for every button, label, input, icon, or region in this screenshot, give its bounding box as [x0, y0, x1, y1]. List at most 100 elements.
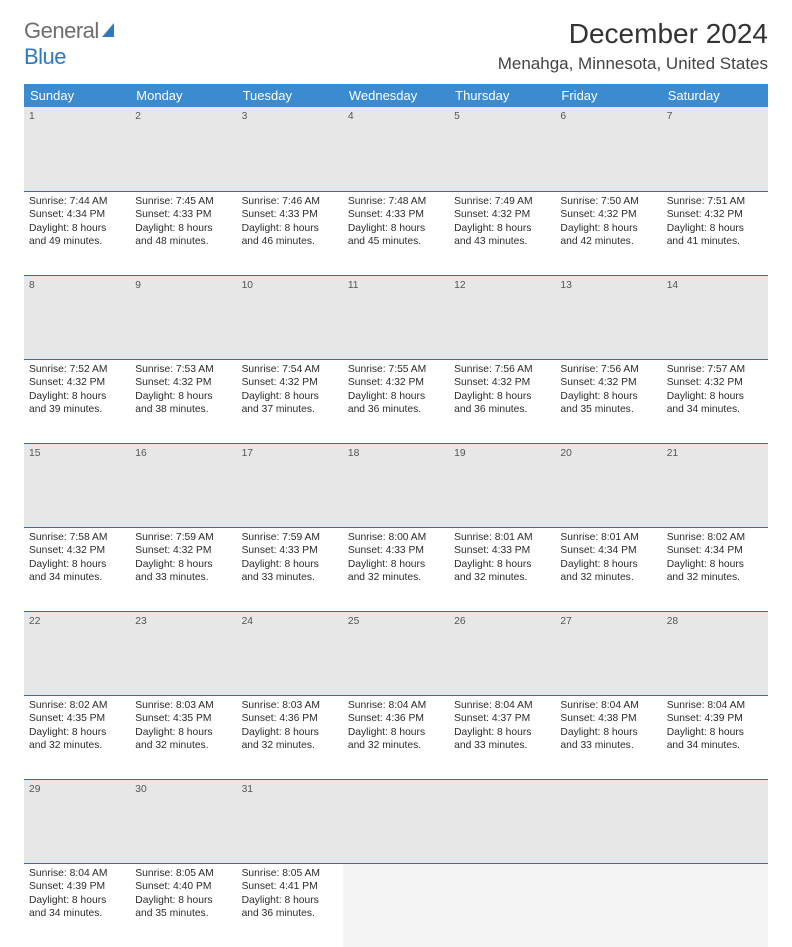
weekday-header: Tuesday — [237, 84, 343, 107]
day2-text: and 32 minutes. — [29, 739, 125, 753]
day1-text: Daylight: 8 hours — [667, 390, 763, 404]
sunset-text: Sunset: 4:32 PM — [135, 544, 231, 558]
day-detail-cell: Sunrise: 7:50 AMSunset: 4:32 PMDaylight:… — [555, 191, 661, 275]
day-detail-cell: Sunrise: 8:02 AMSunset: 4:34 PMDaylight:… — [662, 527, 768, 611]
day-detail-cell — [662, 863, 768, 947]
day1-text: Daylight: 8 hours — [242, 558, 338, 572]
day-number-cell: 4 — [343, 107, 449, 191]
day1-text: Daylight: 8 hours — [135, 726, 231, 740]
day2-text: and 41 minutes. — [667, 235, 763, 249]
sunset-text: Sunset: 4:32 PM — [242, 376, 338, 390]
day2-text: and 35 minutes. — [560, 403, 656, 417]
day2-text: and 33 minutes. — [135, 571, 231, 585]
sunrise-text: Sunrise: 7:52 AM — [29, 363, 125, 377]
sunset-text: Sunset: 4:32 PM — [29, 376, 125, 390]
sunrise-text: Sunrise: 8:03 AM — [242, 699, 338, 713]
sunset-text: Sunset: 4:33 PM — [242, 544, 338, 558]
weekday-header: Saturday — [662, 84, 768, 107]
day2-text: and 35 minutes. — [135, 907, 231, 921]
day-number-cell: 21 — [662, 443, 768, 527]
day2-text: and 32 minutes. — [667, 571, 763, 585]
day-number-row: 1234567 — [24, 107, 768, 191]
day-detail-cell — [555, 863, 661, 947]
sunrise-text: Sunrise: 8:03 AM — [135, 699, 231, 713]
day-number-cell: 23 — [130, 611, 236, 695]
day-number-cell: 20 — [555, 443, 661, 527]
day2-text: and 39 minutes. — [29, 403, 125, 417]
sunrise-text: Sunrise: 7:57 AM — [667, 363, 763, 377]
sunset-text: Sunset: 4:32 PM — [667, 208, 763, 222]
day-number-cell: 11 — [343, 275, 449, 359]
day2-text: and 34 minutes. — [667, 403, 763, 417]
day1-text: Daylight: 8 hours — [348, 390, 444, 404]
day-number-cell: 8 — [24, 275, 130, 359]
day1-text: Daylight: 8 hours — [667, 558, 763, 572]
day-number-cell: 13 — [555, 275, 661, 359]
day-number-cell: 10 — [237, 275, 343, 359]
day-detail-cell: Sunrise: 7:44 AMSunset: 4:34 PMDaylight:… — [24, 191, 130, 275]
day1-text: Daylight: 8 hours — [135, 390, 231, 404]
day-number-cell: 6 — [555, 107, 661, 191]
day-detail-cell: Sunrise: 7:56 AMSunset: 4:32 PMDaylight:… — [449, 359, 555, 443]
day-detail-cell: Sunrise: 8:04 AMSunset: 4:38 PMDaylight:… — [555, 695, 661, 779]
day-number-cell: 31 — [237, 779, 343, 863]
sunset-text: Sunset: 4:32 PM — [560, 208, 656, 222]
day-detail-cell: Sunrise: 8:03 AMSunset: 4:36 PMDaylight:… — [237, 695, 343, 779]
day-number-cell: 24 — [237, 611, 343, 695]
day1-text: Daylight: 8 hours — [454, 558, 550, 572]
day-detail-cell: Sunrise: 8:05 AMSunset: 4:40 PMDaylight:… — [130, 863, 236, 947]
day-number-cell — [449, 779, 555, 863]
weekday-header: Thursday — [449, 84, 555, 107]
day-number-row: 891011121314 — [24, 275, 768, 359]
day2-text: and 32 minutes. — [348, 571, 444, 585]
day-detail-cell: Sunrise: 7:46 AMSunset: 4:33 PMDaylight:… — [237, 191, 343, 275]
sunrise-text: Sunrise: 8:02 AM — [667, 531, 763, 545]
sunrise-text: Sunrise: 8:00 AM — [348, 531, 444, 545]
calendar-table: SundayMondayTuesdayWednesdayThursdayFrid… — [24, 84, 768, 947]
sunset-text: Sunset: 4:32 PM — [348, 376, 444, 390]
sunrise-text: Sunrise: 7:49 AM — [454, 195, 550, 209]
day2-text: and 34 minutes. — [29, 907, 125, 921]
day-detail-cell: Sunrise: 7:49 AMSunset: 4:32 PMDaylight:… — [449, 191, 555, 275]
day-number-cell — [662, 779, 768, 863]
day2-text: and 34 minutes. — [29, 571, 125, 585]
day-detail-cell: Sunrise: 7:59 AMSunset: 4:33 PMDaylight:… — [237, 527, 343, 611]
day1-text: Daylight: 8 hours — [29, 726, 125, 740]
day-detail-cell: Sunrise: 7:59 AMSunset: 4:32 PMDaylight:… — [130, 527, 236, 611]
day-number-cell: 12 — [449, 275, 555, 359]
sunset-text: Sunset: 4:35 PM — [29, 712, 125, 726]
day2-text: and 46 minutes. — [242, 235, 338, 249]
day1-text: Daylight: 8 hours — [135, 894, 231, 908]
day2-text: and 45 minutes. — [348, 235, 444, 249]
day1-text: Daylight: 8 hours — [29, 558, 125, 572]
location-label: Menahga, Minnesota, United States — [498, 54, 768, 74]
day1-text: Daylight: 8 hours — [29, 390, 125, 404]
day-detail-cell: Sunrise: 7:55 AMSunset: 4:32 PMDaylight:… — [343, 359, 449, 443]
sunset-text: Sunset: 4:41 PM — [242, 880, 338, 894]
sunrise-text: Sunrise: 8:01 AM — [560, 531, 656, 545]
logo-word1: General — [24, 18, 99, 43]
day-detail-row: Sunrise: 7:44 AMSunset: 4:34 PMDaylight:… — [24, 191, 768, 275]
day-detail-cell: Sunrise: 7:57 AMSunset: 4:32 PMDaylight:… — [662, 359, 768, 443]
day-detail-cell: Sunrise: 7:53 AMSunset: 4:32 PMDaylight:… — [130, 359, 236, 443]
sunset-text: Sunset: 4:37 PM — [454, 712, 550, 726]
day-number-row: 22232425262728 — [24, 611, 768, 695]
day2-text: and 32 minutes. — [348, 739, 444, 753]
day-detail-cell: Sunrise: 8:03 AMSunset: 4:35 PMDaylight:… — [130, 695, 236, 779]
day-number-cell: 5 — [449, 107, 555, 191]
day2-text: and 36 minutes. — [242, 907, 338, 921]
sunrise-text: Sunrise: 7:56 AM — [560, 363, 656, 377]
day1-text: Daylight: 8 hours — [560, 726, 656, 740]
day-number-cell: 14 — [662, 275, 768, 359]
day2-text: and 36 minutes. — [348, 403, 444, 417]
day-detail-cell: Sunrise: 7:51 AMSunset: 4:32 PMDaylight:… — [662, 191, 768, 275]
day-detail-cell — [343, 863, 449, 947]
sunrise-text: Sunrise: 7:59 AM — [242, 531, 338, 545]
day1-text: Daylight: 8 hours — [560, 222, 656, 236]
day-detail-cell: Sunrise: 8:01 AMSunset: 4:34 PMDaylight:… — [555, 527, 661, 611]
sunrise-text: Sunrise: 7:50 AM — [560, 195, 656, 209]
sunrise-text: Sunrise: 7:56 AM — [454, 363, 550, 377]
sunset-text: Sunset: 4:39 PM — [667, 712, 763, 726]
day-number-cell: 19 — [449, 443, 555, 527]
sunset-text: Sunset: 4:40 PM — [135, 880, 231, 894]
